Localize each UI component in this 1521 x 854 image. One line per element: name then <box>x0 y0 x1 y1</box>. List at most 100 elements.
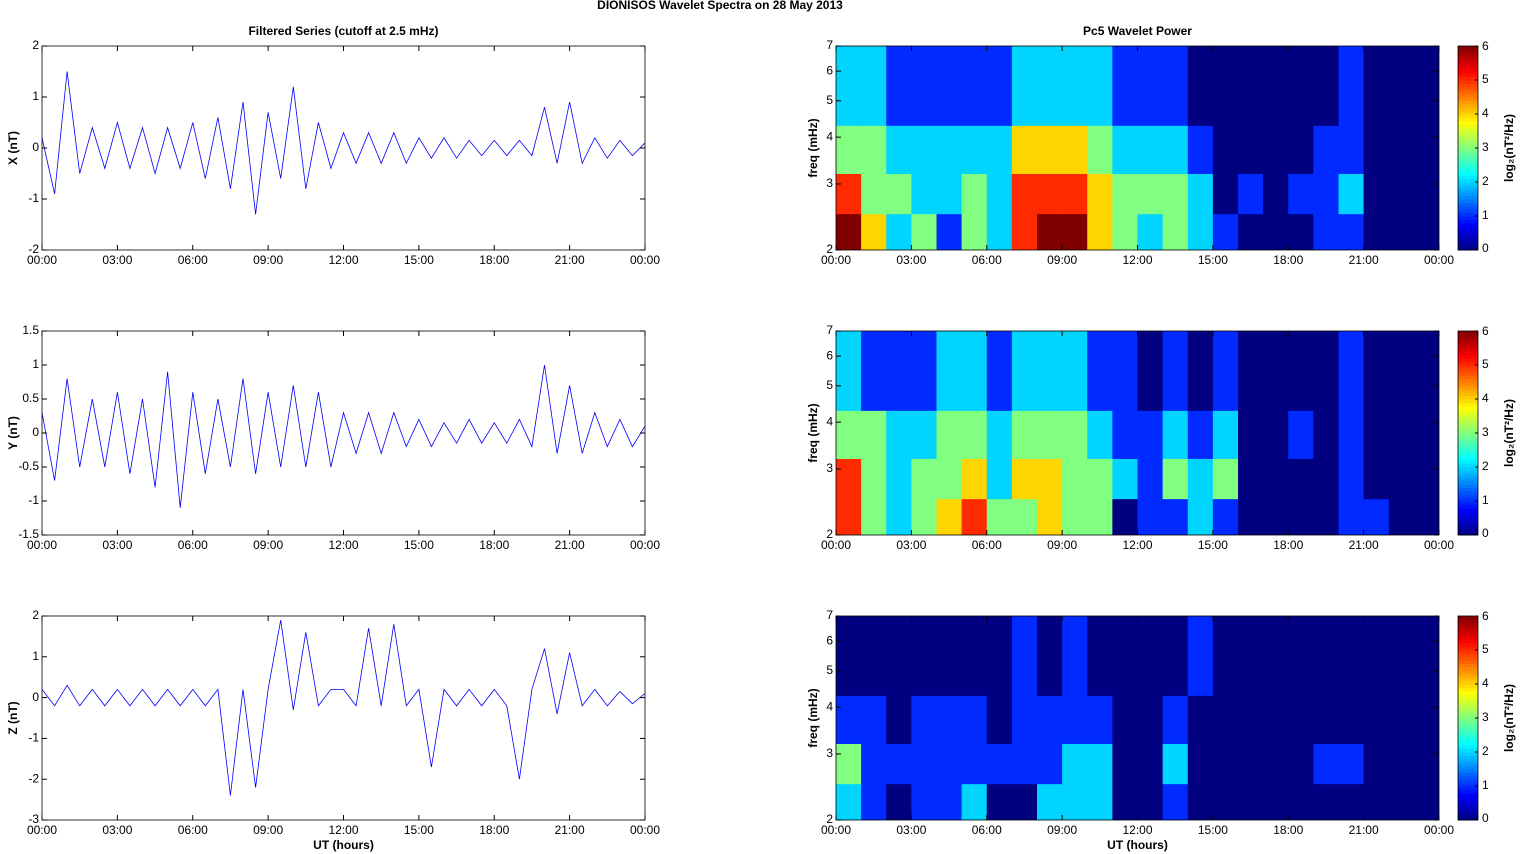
heat-cell <box>1112 695 1138 744</box>
heat-cell <box>961 173 988 215</box>
colorbar-swatch <box>1458 786 1478 790</box>
y-tick-label: -1 <box>28 493 39 507</box>
colorbar-swatch <box>1458 358 1478 363</box>
colorbar-swatch <box>1458 460 1478 465</box>
heat-cell <box>886 46 912 126</box>
colorbar-swatch <box>1458 616 1478 620</box>
colorbar-swatch <box>1458 765 1478 770</box>
colorbar-swatch <box>1458 470 1478 475</box>
heat-cell <box>1062 173 1088 215</box>
colorbar-tick-label: 4 <box>1482 106 1489 120</box>
heat-cell <box>961 213 988 250</box>
heat-cell <box>1112 125 1138 174</box>
colorbar-swatch <box>1458 633 1478 637</box>
heat-cell <box>861 743 887 785</box>
colorbar-swatch <box>1458 212 1478 217</box>
colorbar-swatch <box>1458 405 1478 410</box>
y-tick-label: 2 <box>826 242 833 256</box>
heat-cell <box>911 616 937 696</box>
colorbar-swatch <box>1458 752 1478 756</box>
y-tick-label: 0 <box>32 140 39 154</box>
x-tick-label: 09:00 <box>1047 253 1077 267</box>
panel: 0 1 2 3 4 5 6 log₂(nT²/Hz) 00:00 03:00 06:00 09:00 1… <box>806 608 1516 852</box>
heat-cell <box>1413 213 1439 250</box>
y-tick-label: 5 <box>826 93 833 107</box>
heat-cell <box>1162 410 1189 459</box>
heat-cell <box>1062 695 1088 744</box>
heat-cell <box>1112 743 1138 785</box>
heat-cell <box>1062 616 1088 696</box>
colorbar-tick-label: 2 <box>1482 744 1489 758</box>
colorbar-swatch <box>1458 399 1478 403</box>
heat-cell <box>1011 331 1038 411</box>
colorbar-swatch <box>1458 650 1478 654</box>
heat-cell <box>1037 616 1063 696</box>
heat-cell <box>1011 46 1038 126</box>
heat-cell <box>986 46 1013 126</box>
heat-cell <box>961 616 988 696</box>
heat-cell <box>1413 410 1439 459</box>
heat-cell <box>886 173 912 215</box>
y-tick-label: 3 <box>826 461 833 475</box>
heat-cell <box>1011 743 1038 785</box>
colorbar-swatch <box>1458 673 1478 678</box>
heat-cell <box>1037 743 1063 785</box>
heat-cell <box>911 125 937 174</box>
y-tick-label: 7 <box>826 608 833 622</box>
heat-cell <box>836 743 862 785</box>
colorbar-swatch <box>1458 46 1478 50</box>
x-tick-label: 00:00 <box>27 253 57 267</box>
heat-cell <box>1413 695 1439 744</box>
colorbar-swatch <box>1458 246 1478 251</box>
heat-cell <box>886 743 912 785</box>
heat-cell <box>1037 695 1063 744</box>
x-tick-label: 12:00 <box>328 538 358 552</box>
colorbar-swatch <box>1458 653 1478 658</box>
colorbar-swatch <box>1458 219 1478 224</box>
heat-cell <box>1238 458 1264 500</box>
colorbar-swatch <box>1458 395 1478 400</box>
heat-cell <box>886 616 912 696</box>
y-tick-label: -2 <box>28 242 39 256</box>
colorbar-swatch <box>1458 504 1478 509</box>
x-tick-label: 03:00 <box>102 253 132 267</box>
figure-title: DIONISOS Wavelet Spectra on 28 May 2013 <box>597 0 843 12</box>
x-tick-label: 00:00 <box>821 253 851 267</box>
heat-cell <box>1338 46 1365 126</box>
plot-area <box>42 616 645 820</box>
colorbar-tick-label: 6 <box>1482 609 1489 623</box>
heat-cell <box>1313 458 1339 500</box>
heat-cell <box>1263 410 1289 459</box>
y-tick-label: 3 <box>826 176 833 190</box>
heat-cell <box>1388 616 1415 696</box>
heat-cell <box>1011 125 1038 174</box>
axes-title: Pc5 Wavelet Power <box>1083 24 1192 38</box>
colorbar-tick-label: 0 <box>1482 241 1489 255</box>
x-tick-label: 18:00 <box>1273 823 1303 837</box>
x-tick-label: 06:00 <box>972 823 1002 837</box>
heat-cell <box>1363 213 1390 250</box>
heat-cell <box>1313 695 1339 744</box>
colorbar-swatch <box>1458 416 1478 420</box>
colorbar-swatch <box>1458 521 1478 526</box>
y-axis-label: freq (mHz) <box>806 118 820 177</box>
heat-cell <box>1363 46 1390 126</box>
heat-cell <box>1062 743 1088 785</box>
heat-cell <box>1313 331 1339 411</box>
colorbar-swatch <box>1458 721 1478 726</box>
y-tick-label: -3 <box>28 812 39 826</box>
colorbar-swatch <box>1458 165 1478 169</box>
heat-cell <box>1238 173 1264 215</box>
y-tick-label: 1 <box>32 357 39 371</box>
x-tick-label: 00:00 <box>630 823 660 837</box>
heat-cell <box>836 331 862 411</box>
heat-cell <box>886 498 912 535</box>
y-tick-label: 4 <box>826 699 833 713</box>
x-tick-label: 03:00 <box>896 253 926 267</box>
heat-cell <box>886 213 912 250</box>
heat-cell <box>886 410 912 459</box>
heat-cell <box>1413 458 1439 500</box>
heat-cell <box>1388 331 1415 411</box>
heat-cell <box>1388 783 1415 820</box>
y-tick-label: 2 <box>826 527 833 541</box>
